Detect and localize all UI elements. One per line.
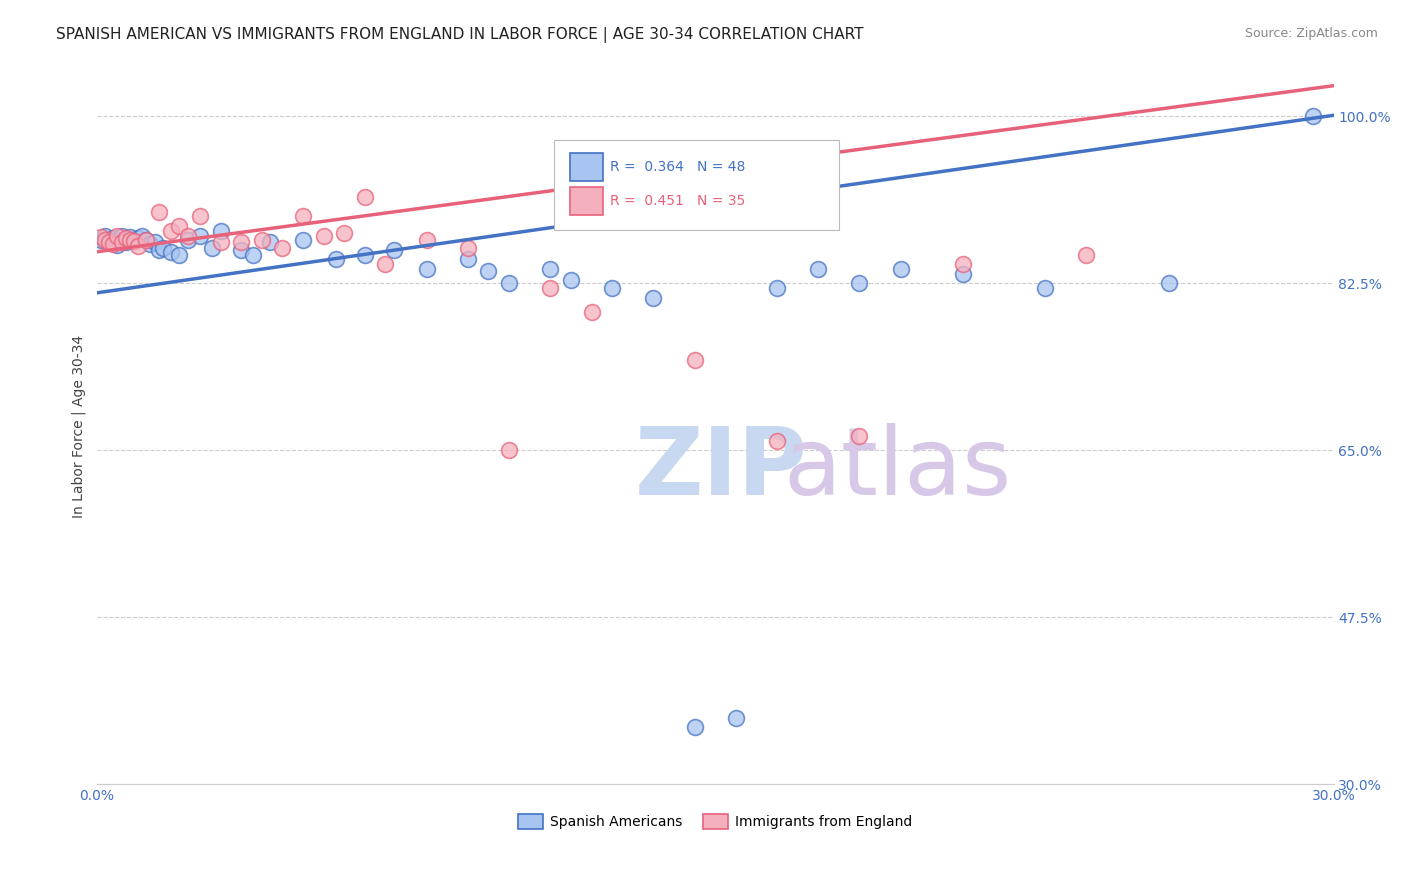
Point (98, 235, 121, 250)
Point (135, 233, 157, 247)
Point (848, 277, 870, 291)
Point (457, 252, 479, 267)
Point (176, 233, 198, 247)
Y-axis label: In Labor Force | Age 30-34: In Labor Force | Age 30-34 (72, 334, 86, 518)
Point (560, 273, 582, 287)
Point (952, 267, 974, 281)
Point (107, 228, 129, 243)
Point (127, 239, 149, 253)
Point (118, 230, 141, 244)
Point (374, 257, 396, 271)
Point (415, 262, 437, 277)
Point (209, 224, 232, 238)
Point (250, 233, 273, 247)
Point (188, 228, 211, 243)
Point (135, 233, 157, 247)
Text: SPANISH AMERICAN VS IMMIGRANTS FROM ENGLAND IN LABOR FORCE | AGE 30-34 CORRELATI: SPANISH AMERICAN VS IMMIGRANTS FROM ENGL… (56, 27, 863, 43)
Point (169, 247, 191, 261)
Point (90, 233, 112, 247)
Point (107, 233, 129, 247)
Point (176, 228, 198, 243)
Point (201, 241, 224, 255)
FancyBboxPatch shape (571, 186, 603, 215)
Point (766, 281, 789, 295)
Point (538, 281, 561, 295)
Point (242, 247, 264, 261)
Point (325, 252, 347, 267)
Point (457, 241, 479, 255)
Point (160, 224, 183, 238)
Point (848, 429, 870, 443)
Point (259, 235, 281, 250)
Point (1302, 109, 1324, 123)
Text: R =  0.451   N = 35: R = 0.451 N = 35 (610, 194, 745, 208)
Point (312, 228, 335, 243)
Text: atlas: atlas (783, 424, 1011, 516)
Point (94, 233, 117, 247)
Text: ZIP: ZIP (634, 424, 807, 516)
Point (271, 241, 294, 255)
Point (1033, 281, 1056, 295)
Point (114, 231, 136, 245)
Point (600, 281, 623, 295)
Point (188, 210, 211, 224)
Point (581, 305, 603, 319)
Point (143, 235, 166, 250)
Point (498, 277, 520, 291)
FancyBboxPatch shape (554, 140, 839, 229)
Point (952, 257, 974, 271)
Point (152, 241, 174, 255)
Point (353, 190, 375, 204)
Point (890, 262, 912, 277)
Point (229, 235, 252, 250)
Point (122, 234, 145, 248)
Point (643, 291, 665, 305)
Point (127, 231, 149, 245)
Point (353, 247, 375, 261)
Point (139, 237, 162, 252)
Point (118, 233, 141, 247)
Point (683, 720, 706, 734)
Point (1157, 277, 1180, 291)
Point (103, 237, 125, 252)
Text: R =  0.364   N = 48: R = 0.364 N = 48 (610, 160, 745, 174)
Legend: Spanish Americans, Immigrants from England: Spanish Americans, Immigrants from Engla… (512, 809, 918, 835)
Point (98, 235, 121, 250)
Point (103, 231, 125, 245)
Point (148, 243, 170, 257)
Point (169, 219, 191, 233)
Point (107, 238, 129, 252)
FancyBboxPatch shape (571, 153, 603, 181)
Point (209, 235, 232, 250)
Point (477, 264, 499, 278)
Point (382, 243, 405, 257)
Point (683, 352, 706, 367)
Point (1076, 247, 1098, 261)
Point (122, 234, 145, 248)
Point (415, 233, 437, 247)
Point (160, 244, 183, 259)
Point (148, 204, 170, 219)
Point (291, 210, 314, 224)
Point (291, 233, 314, 247)
Point (114, 235, 136, 250)
Point (90, 230, 112, 244)
Point (229, 243, 252, 257)
Point (766, 434, 789, 448)
Point (110, 228, 132, 243)
Point (333, 226, 356, 240)
Point (498, 443, 520, 458)
Text: Source: ZipAtlas.com: Source: ZipAtlas.com (1244, 27, 1378, 40)
Point (110, 235, 132, 250)
Point (131, 228, 153, 243)
Point (724, 710, 747, 724)
Point (94, 228, 117, 243)
Point (538, 262, 561, 277)
Point (807, 262, 830, 277)
